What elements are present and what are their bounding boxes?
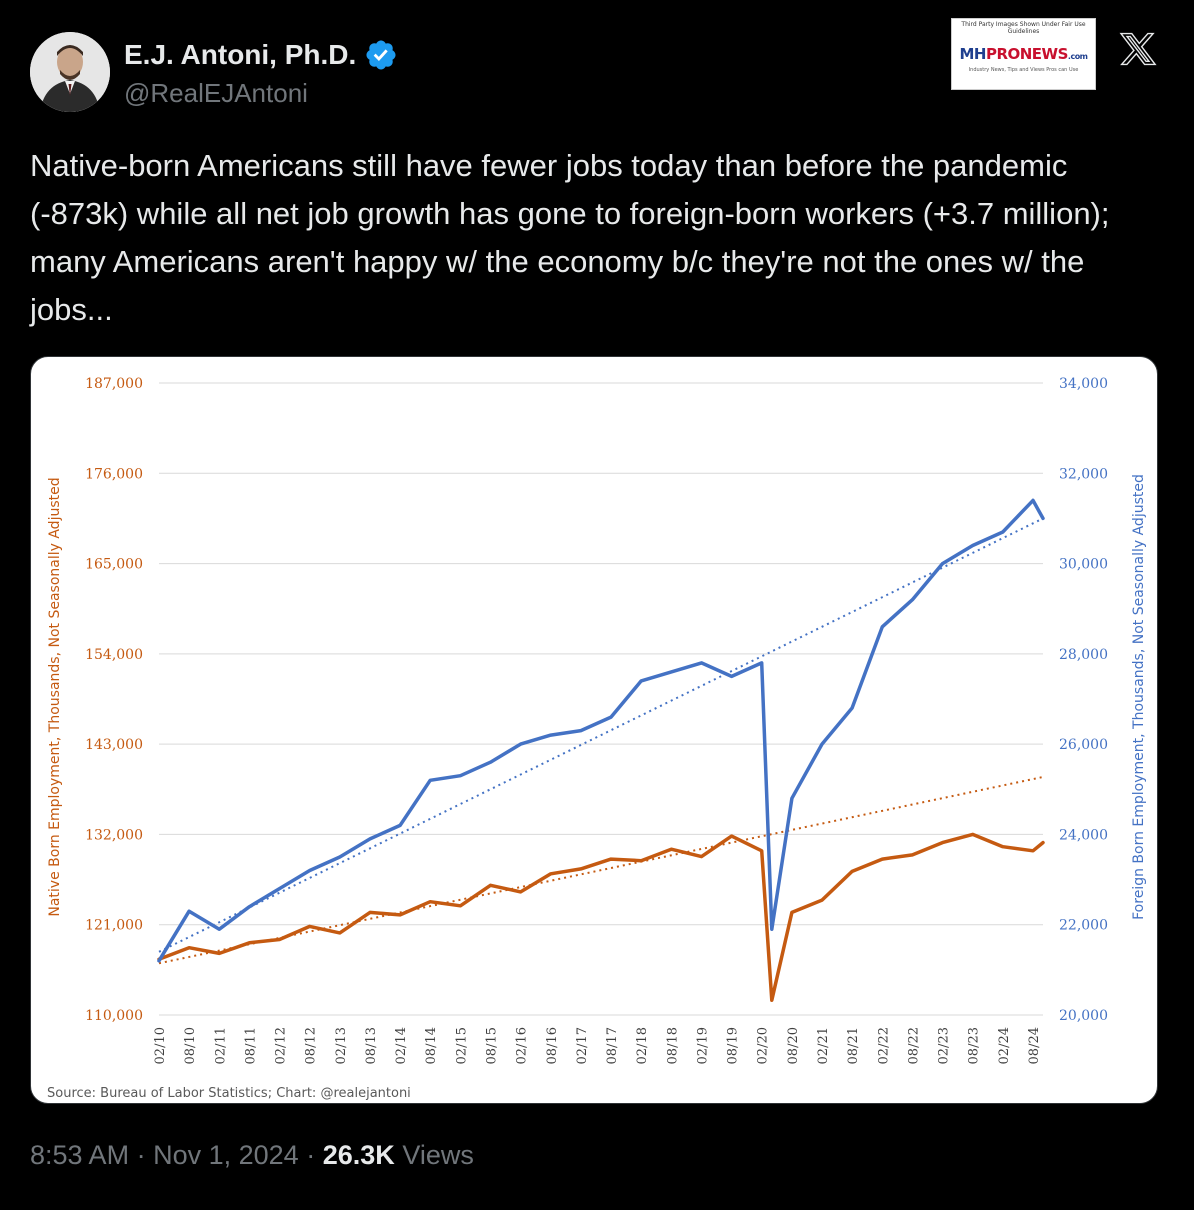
- chart-svg: 110,000 121,000 132,000 143,000 154,000 165,0…: [47, 376, 1147, 1101]
- x-tick-label: 08/18: [665, 1027, 680, 1064]
- watermark-logo-suffix: .com: [1067, 52, 1088, 61]
- x-tick-label: 08/23: [967, 1027, 982, 1064]
- author-handle[interactable]: @RealEJAntoni: [124, 78, 308, 108]
- right-tick-label: 28,000: [1059, 647, 1108, 663]
- x-tick-label: 08/14: [424, 1027, 439, 1064]
- x-tick-label: 08/21: [846, 1027, 861, 1064]
- meta-separator: ·: [306, 1140, 316, 1170]
- left-axis-ticks: 110,000 121,000 132,000 143,000 154,000 165,0…: [85, 376, 143, 1024]
- watermark-logo-pro: PRONEWS: [985, 45, 1068, 63]
- x-tick-label: 08/10: [183, 1027, 198, 1064]
- x-tick-label: 08/22: [906, 1027, 921, 1064]
- x-tick-label: 08/16: [545, 1027, 560, 1064]
- chart-source: Source: Bureau of Labor Statistics; Char…: [47, 1086, 411, 1101]
- left-axis-label: Native Born Employment, Thousands, Not S…: [47, 477, 63, 916]
- author-name-row[interactable]: E.J. Antoni, Ph.D.: [124, 38, 398, 72]
- right-axis-ticks: 20,000 22,000 24,000 26,000 28,000 30,000 32,0…: [1059, 376, 1108, 1024]
- x-tick-label: 02/20: [756, 1027, 771, 1064]
- views-count: 26.3K: [322, 1140, 395, 1170]
- tweet-time[interactable]: 8:53 AM: [30, 1140, 130, 1170]
- x-tick-label: 02/21: [816, 1027, 831, 1064]
- chart-grid: [159, 382, 1043, 1016]
- trendline-foreign: [158, 517, 1044, 953]
- tweet-text: Native-born Americans still have fewer j…: [30, 148, 1110, 327]
- series-lines: [157, 498, 1045, 1002]
- x-tick-label: 08/17: [605, 1027, 620, 1064]
- views-label: Views: [402, 1140, 474, 1170]
- left-tick-label: 132,000: [85, 827, 143, 843]
- x-tick-label: 08/12: [304, 1027, 319, 1064]
- x-tick-label: 02/13: [334, 1027, 349, 1064]
- x-tick-label: 08/11: [243, 1027, 258, 1064]
- author-avatar[interactable]: [30, 32, 110, 112]
- x-tick-label: 08/19: [726, 1027, 741, 1064]
- left-tick-label: 121,000: [85, 918, 143, 934]
- left-tick-label: 187,000: [85, 376, 143, 392]
- x-tick-label: 02/23: [937, 1027, 952, 1064]
- author-name[interactable]: E.J. Antoni, Ph.D.: [124, 39, 357, 70]
- trendlines: [158, 517, 1044, 965]
- x-tick-label: 02/24: [997, 1027, 1012, 1064]
- x-tick-label: 02/11: [213, 1027, 228, 1064]
- mhpronews-watermark: Third Party Images Shown Under Fair Use …: [951, 18, 1096, 90]
- x-tick-label: 08/20: [786, 1027, 801, 1064]
- right-tick-label: 20,000: [1059, 1008, 1108, 1024]
- series-line-native: [157, 832, 1045, 1002]
- x-logo-icon[interactable]: [1118, 30, 1158, 68]
- chart-card[interactable]: 110,000 121,000 132,000 143,000 154,000 165,0…: [30, 356, 1158, 1104]
- x-tick-label: 02/19: [695, 1027, 710, 1064]
- x-tick-label: 02/15: [454, 1027, 469, 1064]
- watermark-notice: Third Party Images Shown Under Fair Use …: [961, 21, 1086, 35]
- left-tick-label: 154,000: [85, 647, 143, 663]
- left-tick-label: 110,000: [85, 1008, 143, 1024]
- x-tick-label: 02/17: [575, 1027, 590, 1064]
- series-line-foreign: [157, 498, 1045, 963]
- right-tick-label: 30,000: [1059, 557, 1108, 573]
- x-axis-ticks: 02/10 08/10 02/11 08/11 02/12 08/12 02/13 08/13…: [153, 1027, 1042, 1064]
- tweet-meta: 8:53 AM · Nov 1, 2024 · 26.3K Views: [30, 1140, 474, 1171]
- tweet-date[interactable]: Nov 1, 2024: [153, 1140, 299, 1170]
- x-tick-label: 02/14: [394, 1027, 409, 1064]
- right-tick-label: 32,000: [1059, 466, 1108, 482]
- trendline-native: [158, 775, 1044, 965]
- right-tick-label: 22,000: [1059, 918, 1108, 934]
- x-tick-label: 08/15: [485, 1027, 500, 1064]
- watermark-logo-mh: MH: [959, 45, 986, 63]
- avatar-portrait: [30, 32, 110, 112]
- left-tick-label: 143,000: [85, 737, 143, 753]
- x-tick-label: 02/18: [635, 1027, 650, 1064]
- left-tick-label: 165,000: [85, 557, 143, 573]
- watermark-logo: MHPRONEWS.com: [952, 45, 1095, 63]
- right-tick-label: 26,000: [1059, 737, 1108, 753]
- right-axis-label: Foreign Born Employment, Thousands, Not …: [1131, 474, 1147, 920]
- right-tick-label: 24,000: [1059, 827, 1108, 843]
- x-tick-label: 02/12: [274, 1027, 289, 1064]
- left-tick-label: 176,000: [85, 466, 143, 482]
- x-tick-label: 08/24: [1027, 1027, 1042, 1064]
- right-tick-label: 34,000: [1059, 376, 1108, 392]
- meta-separator: ·: [136, 1140, 146, 1170]
- x-tick-label: 02/16: [515, 1027, 530, 1064]
- x-tick-label: 02/10: [153, 1027, 168, 1064]
- watermark-tagline: Industry News, Tips and Views Pros can U…: [968, 67, 1079, 73]
- x-tick-label: 08/13: [364, 1027, 379, 1064]
- verified-badge-icon: [364, 38, 398, 72]
- x-tick-label: 02/22: [876, 1027, 891, 1064]
